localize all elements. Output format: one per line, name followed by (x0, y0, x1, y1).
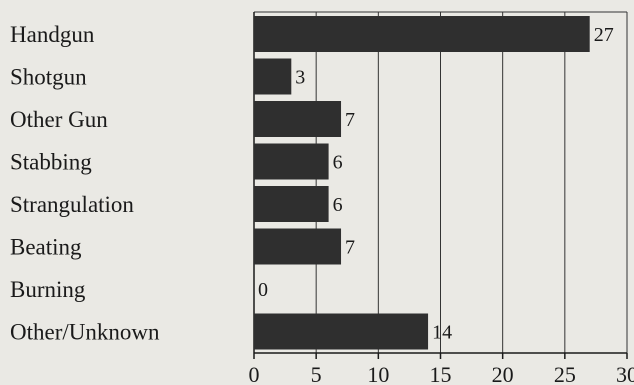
tick-label-5: 5 (311, 362, 322, 385)
category-label-other-unknown: Other/Unknown (10, 320, 160, 345)
bar-other-unknown (254, 313, 429, 350)
value-label-other-unknown: 14 (432, 322, 452, 344)
tick-label-30: 30 (616, 362, 634, 385)
value-label-shotgun: 3 (295, 67, 305, 89)
bar-other-gun (254, 101, 342, 137)
category-labels: Handgun Shotgun Other Gun Stabbing Strangula… (10, 22, 160, 345)
value-label-burning: 0 (258, 279, 268, 301)
category-label-beating: Beating (10, 235, 82, 260)
value-label-handgun: 27 (594, 24, 614, 46)
x-axis-ticks: 0 5 10 15 20 25 30 (249, 353, 634, 385)
bar-beating (254, 228, 342, 265)
grid (253, 11, 628, 354)
value-label-stabbing: 6 (333, 152, 343, 174)
bar-handgun (254, 16, 590, 52)
category-label-shotgun: Shotgun (10, 65, 87, 90)
category-label-handgun: Handgun (10, 22, 95, 47)
category-label-other-gun: Other Gun (10, 107, 108, 132)
bars (254, 16, 590, 350)
bar-shotgun (254, 58, 292, 95)
category-label-burning: Burning (10, 277, 86, 302)
category-label-strangulation: Strangulation (10, 192, 134, 217)
tick-label-25: 25 (554, 362, 576, 385)
bar-stabbing (254, 143, 329, 180)
tick-label-15: 15 (430, 362, 452, 385)
tick-label-0: 0 (249, 362, 260, 385)
value-label-other-gun: 7 (345, 109, 355, 131)
bar-strangulation (254, 186, 329, 222)
tick-label-10: 10 (367, 362, 389, 385)
tick-label-20: 20 (492, 362, 514, 385)
value-label-strangulation: 6 (333, 194, 343, 216)
value-label-beating: 7 (345, 237, 355, 259)
category-label-stabbing: Stabbing (10, 150, 92, 175)
